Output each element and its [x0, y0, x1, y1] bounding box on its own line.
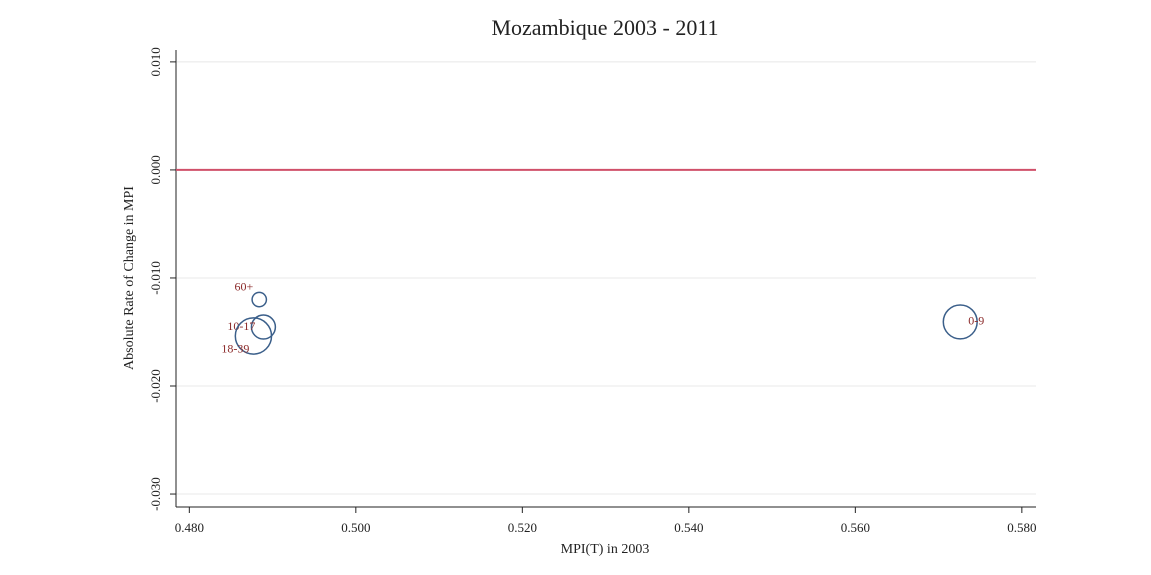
- point-label: 18-39: [221, 342, 249, 356]
- point-label: 60+: [234, 279, 253, 293]
- bubble: [234, 317, 273, 355]
- x-tick-label: 0.480: [175, 520, 204, 535]
- x-tick-label: 0.580: [1007, 520, 1036, 535]
- y-tick-label: 0.000: [148, 155, 163, 184]
- x-tick-label: 0.560: [841, 520, 870, 535]
- chart-title: Mozambique 2003 - 2011: [491, 15, 718, 40]
- x-axis-label: MPI(T) in 2003: [561, 542, 650, 557]
- point-label: 10-17: [227, 319, 255, 333]
- x-tick-label: 0.520: [508, 520, 537, 535]
- y-tick-label: -0.010: [148, 261, 163, 295]
- y-axis-label: Absolute Rate of Change in MPI: [122, 186, 137, 370]
- point-label: 0-9: [968, 314, 984, 328]
- x-tick-label: 0.500: [341, 520, 370, 535]
- bubble: [250, 314, 277, 340]
- y-tick-label: -0.020: [148, 369, 163, 403]
- y-tick-label: -0.030: [148, 477, 163, 511]
- y-tick-label: 0.010: [148, 47, 163, 76]
- bubble: [942, 304, 978, 340]
- bubble: [251, 291, 268, 308]
- x-tick-label: 0.540: [674, 520, 703, 535]
